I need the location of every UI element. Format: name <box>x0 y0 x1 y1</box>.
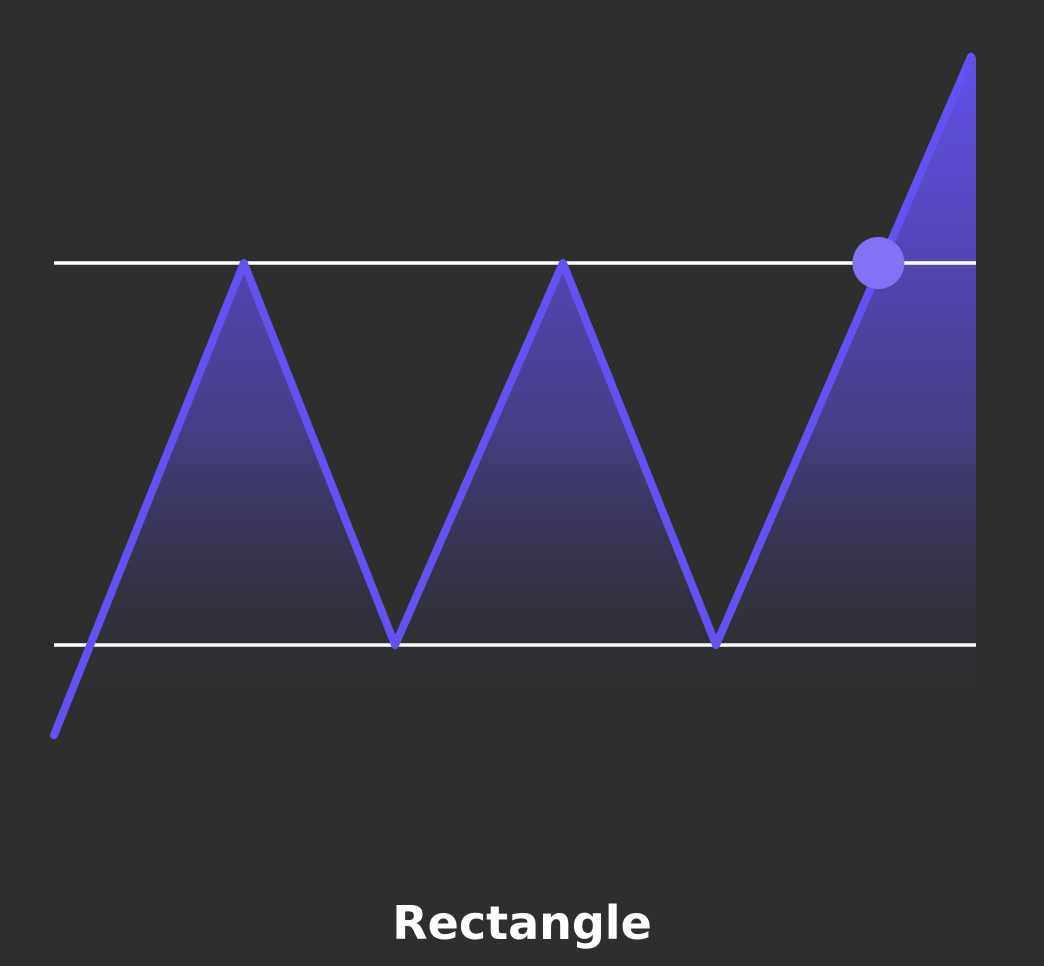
price-line <box>50 52 975 740</box>
price-area-fill <box>54 56 976 736</box>
breakout-point-marker <box>852 237 905 289</box>
rectangle-pattern-diagram <box>50 52 976 740</box>
pattern-title: Rectangle <box>392 896 652 950</box>
